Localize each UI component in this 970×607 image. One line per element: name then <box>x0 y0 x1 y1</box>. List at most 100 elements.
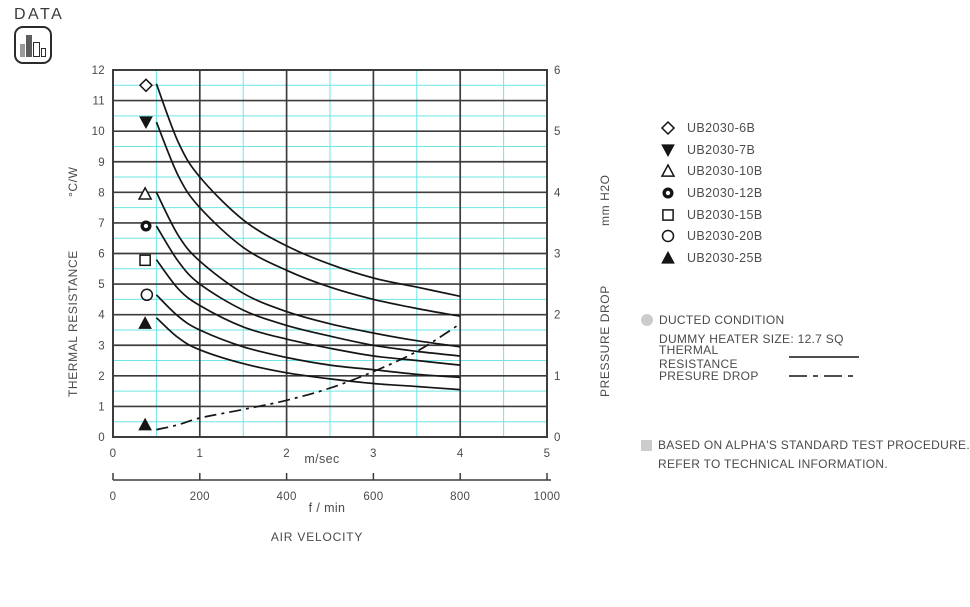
curve-UB2030-6B <box>155 83 461 298</box>
marker-circle-dot-icon <box>143 223 149 229</box>
x-fmin-tick-label: 400 <box>277 491 297 503</box>
y-right-tick-label: 1 <box>554 371 561 383</box>
legend-item: UB2030-12B <box>660 182 763 204</box>
curve-UB2030-10B <box>155 191 461 348</box>
note-ducted-condition: DUCTED CONDITION <box>641 311 859 330</box>
y-right-tick-label: 2 <box>554 310 561 322</box>
y-right-tick-label: 0 <box>554 432 561 444</box>
note-thermal-resistance-key: THERMAL RESISTANCE <box>641 343 859 371</box>
y-left-tick-label: 0 <box>98 432 105 444</box>
marker-diamond-open-icon <box>660 120 676 135</box>
y-left-tick-label: 12 <box>92 65 105 77</box>
x-msec-tick-label: 0 <box>110 448 117 460</box>
y-left-tick-label: 3 <box>98 340 105 352</box>
legend-item: UB2030-10B <box>660 160 763 182</box>
y-right-tick-label: 3 <box>554 249 561 261</box>
marker-circle-dot-icon <box>665 190 671 196</box>
curve-UB2030-12B <box>155 225 461 357</box>
bar-chart-icon-bar <box>26 35 33 57</box>
marker-triangle-down-filled-icon <box>661 143 675 157</box>
note-heater-size: DUMMY HEATER SIZE: 12.7 SQ <box>641 330 859 349</box>
marker-triangle-down-filled-icon <box>661 143 675 157</box>
legend-label: UB2030-25B <box>687 250 763 265</box>
y-right-axis-unit: mm H2O <box>598 174 612 226</box>
x-fmin-tick-label: 800 <box>450 491 470 503</box>
square-bullet-icon <box>641 439 652 451</box>
marker-triangle-open-icon <box>660 163 676 178</box>
y-left-tick-label: 1 <box>98 401 105 413</box>
footnote-text: REFER TO TECHNICAL INFORMATION. <box>658 456 888 471</box>
x-msec-tick-label: 2 <box>283 448 290 460</box>
bar-chart-icon <box>14 26 52 64</box>
marker-triangle-down-filled-icon <box>139 116 153 130</box>
curve-PRESSURE-DROP <box>156 323 461 431</box>
curve-UB2030-25B <box>155 317 461 391</box>
x-fmin-tick-label: 0 <box>110 491 117 503</box>
marker-diamond-open-icon <box>660 120 676 135</box>
legend-item: UB2030-20B <box>660 225 763 247</box>
x-msec-tick-label: 5 <box>544 448 551 460</box>
curve-UB2030-15B <box>155 259 461 366</box>
y-left-tick-label: 7 <box>98 218 105 230</box>
y-right-tick-label: 4 <box>554 187 561 199</box>
legend-label: UB2030-12B <box>687 185 763 200</box>
marker-triangle-open-icon <box>660 163 676 178</box>
legend-item: UB2030-7B <box>660 139 763 161</box>
bar-chart-icon-bar <box>20 44 26 57</box>
x-fmin-tick-label: 200 <box>190 491 210 503</box>
marker-square-open-icon <box>662 208 674 221</box>
solid-line-sample-icon <box>789 356 859 359</box>
legend-label: UB2030-10B <box>687 164 763 179</box>
marker-triangle-open-icon <box>137 186 153 200</box>
legend-label: UB2030-15B <box>687 207 763 222</box>
footnote-line: BASED ON ALPHA'S STANDARD TEST PROCEDURE… <box>641 436 970 455</box>
x-msec-tick-label: 4 <box>457 448 464 460</box>
marker-circle-open-icon <box>661 230 675 243</box>
y-left-tick-label: 6 <box>98 249 105 261</box>
y-left-tick-label: 10 <box>92 126 105 138</box>
y-left-tick-label: 8 <box>98 187 105 199</box>
x-msec-tick-label: 1 <box>196 448 203 460</box>
legend-label: UB2030-20B <box>687 229 763 244</box>
bar-chart-icon-bar <box>40 48 46 57</box>
y-left-tick-label: 2 <box>98 371 105 383</box>
y-right-tick-label: 6 <box>554 65 561 77</box>
legend-item: UB2030-25B <box>660 247 763 269</box>
marker-circle-open-icon <box>661 230 675 243</box>
footnote-line: REFER TO TECHNICAL INFORMATION. <box>641 455 970 474</box>
legend-item: UB2030-6B <box>660 117 763 139</box>
legend-label: UB2030-7B <box>687 142 756 157</box>
marker-square-open-icon <box>139 254 151 267</box>
curve-UB2030-7B <box>155 121 461 318</box>
x-axis-group-title: AIR VELOCITY <box>270 530 364 544</box>
marker-diamond-open-icon <box>138 78 154 93</box>
data-badge-label: DATA <box>14 6 65 23</box>
condition-notes: DUCTED CONDITION DUMMY HEATER SIZE: 12.7… <box>641 311 859 385</box>
marker-square-open-icon <box>662 208 674 221</box>
y-left-axis-unit: °C/W <box>66 166 80 197</box>
curve-UB2030-20B <box>155 294 461 379</box>
marker-triangle-filled-icon <box>661 250 675 264</box>
bar-chart-icon-bar <box>33 42 40 57</box>
marker-triangle-filled-icon <box>138 417 152 431</box>
y-left-tick-label: 11 <box>92 96 105 108</box>
legend: UB2030-6B UB2030-7B UB2030-10B UB2030-12B UB… <box>660 117 763 269</box>
note-text: THERMAL RESISTANCE <box>659 343 738 372</box>
x-fmin-tick-label: 1000 <box>534 491 561 503</box>
legend-label: UB2030-6B <box>687 120 756 135</box>
y-right-tick-label: 5 <box>554 126 561 138</box>
x-axis-unit-msec: m/sec <box>304 452 340 466</box>
footnote-text: BASED ON ALPHA'S STANDARD TEST PROCEDURE… <box>658 438 970 453</box>
y-left-axis-title: THERMAL RESISTANCE <box>66 250 80 397</box>
plot-border <box>112 69 548 438</box>
dashdot-line-sample-icon <box>789 374 859 377</box>
y-left-tick-label: 5 <box>98 279 105 291</box>
x-fmin-tick-label: 600 <box>363 491 383 503</box>
y-right-axis-title: PRESSURE DROP <box>598 285 612 397</box>
legend-item: UB2030-15B <box>660 204 763 226</box>
marker-triangle-filled-icon <box>138 316 152 329</box>
circle-bullet-icon <box>641 314 653 327</box>
footnote: BASED ON ALPHA'S STANDARD TEST PROCEDURE… <box>641 436 970 473</box>
note-pressure-drop-key: PRESURE DROP <box>641 367 859 386</box>
